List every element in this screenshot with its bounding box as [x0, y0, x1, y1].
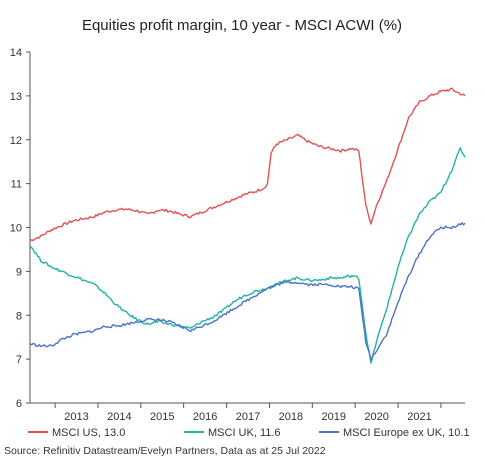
legend-label-0: MSCI US, 13.0: [52, 427, 125, 439]
y-tick-label: 6: [16, 398, 22, 410]
x-tick-label: 2014: [107, 411, 131, 423]
x-tick-label: 2018: [279, 411, 303, 423]
series-line-1: [29, 147, 466, 364]
source-note: Source: Refinitiv Datastream/Evelyn Part…: [4, 445, 326, 457]
series-lines: [29, 87, 466, 364]
y-tick-label: 8: [16, 310, 22, 322]
x-tick-label: 2013: [64, 411, 88, 423]
y-tick-label: 7: [16, 354, 22, 366]
y-tick-label: 11: [11, 179, 22, 191]
chart-title: Equities profit margin, 10 year - MSCI A…: [82, 17, 402, 34]
x-tick-label: 2016: [193, 411, 217, 423]
series-line-2: [29, 222, 466, 361]
legend-label-2: MSCI Europe ex UK, 10.1: [343, 427, 470, 439]
y-tick-label: 13: [10, 91, 22, 103]
legend-label-1: MSCI UK, 11.6: [208, 427, 281, 439]
x-tick-label: 2021: [407, 411, 431, 423]
y-tick-label: 14: [10, 47, 22, 59]
legend: MSCI US, 13.0 MSCI UK, 11.6 MSCI Europe ex…: [28, 427, 470, 439]
x-axis-ticks: 2013 2014 2015 2016 2017 2018 2019 2020 2021: [54, 403, 442, 423]
y-tick-label: 9: [16, 266, 22, 278]
series-line-0: [29, 87, 466, 242]
axes: [29, 52, 465, 404]
y-axis-ticks: 6 7 8 9 10 11 12 13 14: [10, 47, 30, 410]
y-tick-label: 10: [10, 223, 22, 235]
x-tick-label: 2017: [236, 411, 260, 423]
x-tick-label: 2019: [321, 411, 345, 423]
y-tick-label: 12: [10, 135, 22, 147]
x-tick-label: 2020: [364, 411, 388, 423]
x-tick-label: 2015: [150, 411, 174, 423]
